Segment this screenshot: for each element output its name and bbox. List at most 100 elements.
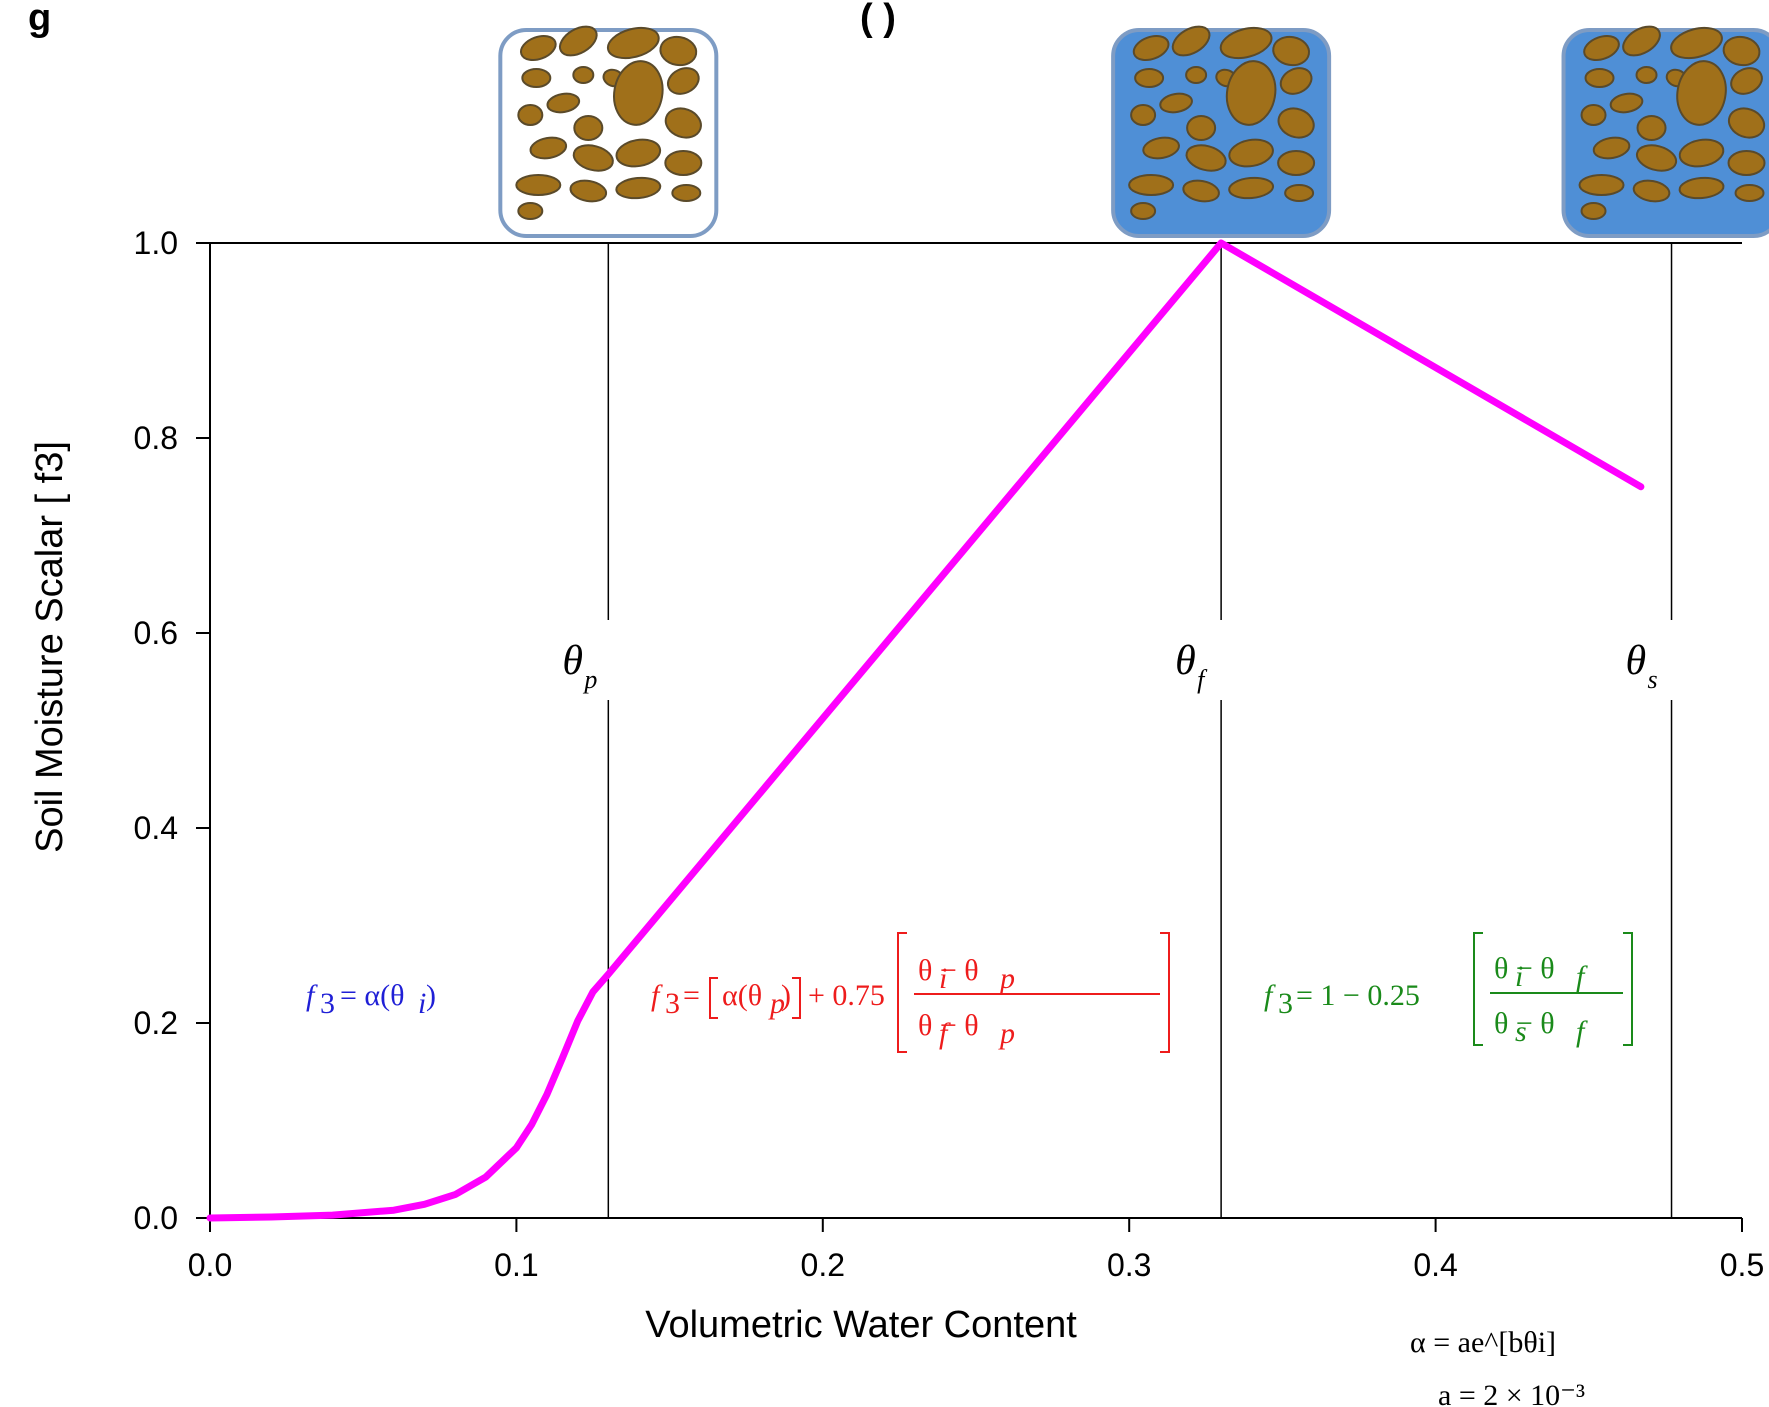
soil-grain xyxy=(1272,35,1311,67)
soil-grain xyxy=(1635,144,1678,172)
x-ticks: 0.0 0.1 0.2 0.3 0.4 0.5 xyxy=(188,1218,1764,1283)
equation-red-alpha-close: ) xyxy=(781,979,791,1012)
soil-grain xyxy=(1228,176,1275,200)
a-constant: a = 2 × 10⁻³ xyxy=(1438,1379,1585,1407)
soil-grain xyxy=(1622,25,1661,57)
y-tick-label: 1.0 xyxy=(134,225,178,261)
equation-red-num-sub-i: i xyxy=(939,962,947,995)
equation-blue-sub3: 3 xyxy=(320,987,335,1020)
equation-red-sub-p: p xyxy=(768,987,785,1020)
soil-grain xyxy=(1730,67,1763,95)
soil-grain xyxy=(572,144,614,172)
equation-red-coef: + 0.75 xyxy=(808,979,885,1012)
soil-grain xyxy=(1722,35,1761,67)
soil-grain xyxy=(613,60,664,126)
equation-green-numerator: θ − θ xyxy=(1494,952,1555,985)
soil-grain xyxy=(666,67,700,95)
equation-red-sub3: 3 xyxy=(665,987,680,1020)
soil-grain xyxy=(1670,26,1723,60)
threshold-label-p: θ xyxy=(562,638,583,684)
soil-grain xyxy=(1635,66,1658,84)
soil-grain xyxy=(517,104,544,126)
field-capacity-soil-icon xyxy=(1111,25,1332,238)
equation-red-f: f xyxy=(651,979,663,1012)
soil-grain xyxy=(1182,179,1220,203)
x-tick-label: 0.1 xyxy=(494,1247,538,1283)
series-line-f3 xyxy=(206,239,1645,1222)
equation-green-num-sub-i: i xyxy=(1515,960,1523,993)
soil-grain xyxy=(1185,144,1227,172)
equation-red-bracket1-close xyxy=(792,977,801,1019)
equation-blue-f: f xyxy=(306,979,318,1012)
soil-grain xyxy=(1142,136,1180,160)
equation-green-lhs: = 1 − 0.25 xyxy=(1296,979,1420,1012)
soil-images xyxy=(498,25,1769,238)
soil-grain xyxy=(1279,67,1313,95)
title-fragment: g xyxy=(28,0,51,39)
y-ticks: 0.0 0.2 0.4 0.6 0.8 1.0 xyxy=(134,225,210,1236)
soil-grain xyxy=(529,136,568,160)
soil-grain xyxy=(1130,104,1157,126)
soil-grain xyxy=(1609,92,1644,114)
soil-grain xyxy=(1678,176,1725,200)
soil-grain xyxy=(1580,202,1607,220)
equation-red-lhs: = xyxy=(683,979,700,1012)
soil-grain xyxy=(521,68,552,88)
y-tick-label: 0.8 xyxy=(134,420,178,456)
soil-grain xyxy=(664,107,702,139)
soil-grain xyxy=(546,92,581,114)
soil-grain xyxy=(1727,107,1766,139)
threshold-subscript-p: p xyxy=(582,665,597,694)
soil-grain xyxy=(569,179,608,203)
soil-grain xyxy=(1284,184,1315,202)
soil-grain xyxy=(1185,66,1208,84)
equation-green-sub3: 3 xyxy=(1278,987,1293,1020)
soil-grain xyxy=(1676,60,1727,126)
soil-grain xyxy=(558,25,598,57)
x-tick-label: 0.5 xyxy=(1720,1247,1764,1283)
soil-grain xyxy=(671,184,702,202)
axes xyxy=(209,242,1742,1219)
equation-blue-rest: = α(θ xyxy=(340,979,405,1012)
soil-grain xyxy=(1592,136,1631,160)
threshold-label-s: θ xyxy=(1626,638,1647,684)
equation-red-numerator: θ − θ xyxy=(918,954,979,987)
soil-grain xyxy=(1583,34,1620,62)
equation-blue: f 3 = α(θ i ) xyxy=(306,979,436,1020)
equation-red: f 3 = α(θ p ) + 0.75 θ − θ i p θ − θ f p xyxy=(651,932,1170,1053)
x-axis-title: Volumetric Water Content xyxy=(645,1304,1077,1346)
soil-grain xyxy=(1636,115,1667,141)
threshold-subscript-f: f xyxy=(1197,665,1208,694)
soil-grain xyxy=(572,66,595,84)
saturated-soil-icon xyxy=(1561,25,1769,238)
soil-grain xyxy=(1584,68,1615,88)
soil-grain xyxy=(515,174,562,196)
equation-blue-close: ) xyxy=(426,979,436,1012)
soil-grain xyxy=(1130,202,1157,220)
soil-grain xyxy=(1132,34,1170,62)
dry-soil-icon xyxy=(498,25,719,238)
soil-grain xyxy=(606,26,660,60)
soil-grain xyxy=(1159,92,1193,114)
soil-grain xyxy=(1228,138,1274,168)
y-tick-label: 0.0 xyxy=(134,1200,178,1236)
x-tick-label: 0.0 xyxy=(188,1247,232,1283)
equation-red-bracket2-open xyxy=(897,932,907,1053)
equation-green-num-sub-f: f xyxy=(1576,960,1588,993)
x-tick-label: 0.2 xyxy=(801,1247,845,1283)
title-fragment-paren: ( ) xyxy=(860,0,896,39)
soil-grain xyxy=(615,176,662,200)
soil-grain xyxy=(664,150,703,176)
equation-green-f: f xyxy=(1264,979,1276,1012)
soil-grain xyxy=(1277,150,1316,176)
soil-grain xyxy=(517,202,544,220)
soil-grain xyxy=(1580,104,1607,126)
soil-grain xyxy=(1134,68,1165,88)
soil-grain xyxy=(1727,150,1766,176)
soil-grain xyxy=(1277,107,1315,139)
soil-grain xyxy=(573,115,604,141)
x-tick-label: 0.4 xyxy=(1413,1247,1457,1283)
soil-grain xyxy=(519,34,557,62)
